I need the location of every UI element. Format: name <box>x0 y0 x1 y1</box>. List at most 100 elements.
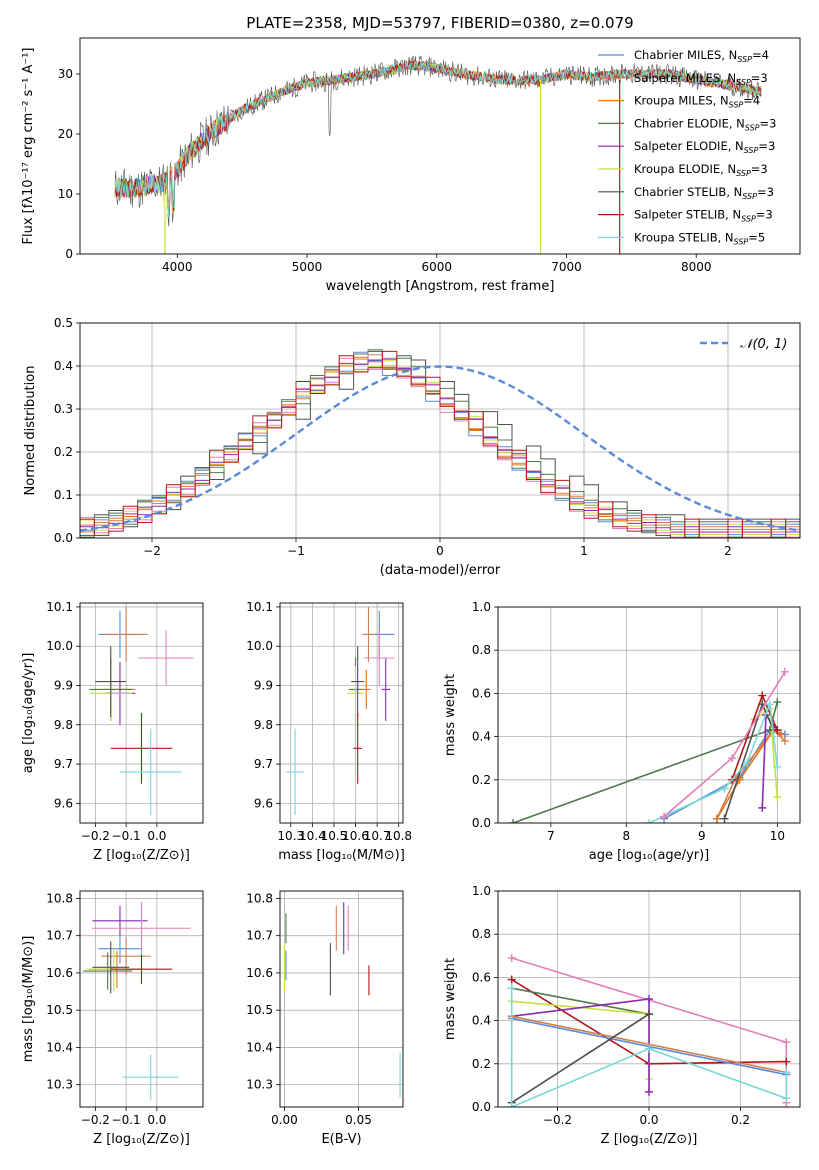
plot-area <box>89 606 194 816</box>
weight-point <box>773 726 782 735</box>
plot-area <box>286 606 395 816</box>
weight-point <box>780 736 789 745</box>
residual-histogram <box>80 360 800 536</box>
y-tick-label: 0.6 <box>472 970 491 984</box>
x-tick-label: −1 <box>287 544 305 558</box>
weight-point <box>507 975 516 984</box>
y-tick-label: 10.5 <box>246 1003 273 1017</box>
axes-frame <box>279 890 404 1108</box>
y-tick-label: 10.1 <box>46 600 73 614</box>
x-tick-label: 0.0 <box>147 829 166 843</box>
y-tick-label: 0.0 <box>54 531 73 545</box>
y-tick-label: 0.5 <box>54 316 73 330</box>
y-tick-label: 0.4 <box>54 359 73 373</box>
legend-entry: 𝒩(0, 1) <box>740 337 787 352</box>
weight-point <box>765 700 774 709</box>
spectrum-line <box>114 61 762 217</box>
axes-frame <box>279 602 404 824</box>
legend-entry: Kroupa ELODIE, NSSP=3 <box>634 162 768 178</box>
y-tick-label: 10.0 <box>246 639 273 653</box>
x-tick-label: 10.8 <box>385 829 412 843</box>
residual-histogram <box>80 354 800 533</box>
x-tick-label: 0.00 <box>271 1113 298 1127</box>
legend-entry: Chabrier MILES, NSSP=4 <box>634 48 769 64</box>
x-tick-label: 0.0 <box>639 1113 658 1127</box>
x-tick-label: 9 <box>698 829 706 843</box>
weight-vs-metallicity-panel: −0.2 0.0 0.2 0.0 0.2 0.4 0.6 0.8 1.0 Z [log₁₀(Z/Z… <box>443 884 801 1147</box>
legend-entry: Kroupa STELIB, NSSP=5 <box>634 230 765 246</box>
weight-point <box>507 953 516 962</box>
weight-point <box>507 1103 516 1107</box>
legend-entry: Kroupa MILES, NSSP=4 <box>634 94 760 110</box>
y-tick-label: 0.3 <box>54 402 73 416</box>
weight-point <box>773 762 782 771</box>
plot-area <box>507 953 791 1107</box>
x-tick-label: 0.0 <box>147 1113 166 1127</box>
axes-frame <box>79 890 204 1108</box>
legend-entry: Salpeter MILES, NSSP=3 <box>634 71 768 87</box>
weight-vs-age-panel: 7 8 9 10 0.0 0.2 0.4 0.6 0.8 1.0 age [log₁₀(age/yr… <box>443 600 801 863</box>
y-tick-label: 10.8 <box>246 891 273 905</box>
x-tick-label: −0.1 <box>112 829 141 843</box>
weight-point <box>758 691 767 700</box>
x-axis-label: age [log₁₀(age/yr)] <box>589 848 710 863</box>
mass-vs-ebv-panel: 0.00 0.05 10.3 10.4 10.5 10.6 10.7 10.8 E(B-V) <box>246 890 404 1147</box>
age-vs-mass-panel: 10.310.410.510.610.710.8 9.6 9.7 9.8 9.9 10.0… <box>246 600 412 863</box>
x-tick-label: 6000 <box>421 260 452 274</box>
weight-point <box>645 1010 653 1019</box>
weight-line <box>511 1015 787 1074</box>
y-tick-label: 0.2 <box>54 445 73 459</box>
x-axis-label: wavelength [Angstrom, rest frame] <box>326 279 555 294</box>
x-axis-label: Z [log₁₀(Z/Z⊙)] <box>93 1132 190 1147</box>
residual-histogram <box>80 358 800 533</box>
y-tick-label: 9.7 <box>254 757 273 771</box>
x-tick-label: −0.1 <box>112 1113 141 1127</box>
weight-point <box>782 1057 791 1066</box>
y-tick-label: 0.4 <box>472 730 491 744</box>
weight-point <box>758 803 767 812</box>
weight-point <box>509 819 518 823</box>
y-tick-label: 1.0 <box>472 884 491 898</box>
weight-point <box>645 995 653 1003</box>
residual-histogram <box>80 349 800 538</box>
x-tick-label: 8000 <box>681 260 712 274</box>
weight-point <box>782 1068 791 1077</box>
plot-area <box>83 902 191 1100</box>
x-tick-label: 0.05 <box>345 1113 372 1127</box>
x-tick-label: 7 <box>547 829 555 843</box>
plot-area <box>114 54 762 254</box>
y-tick-label: 30 <box>58 67 73 81</box>
y-tick-label: 10.7 <box>246 929 273 943</box>
x-tick-label: 4000 <box>162 260 193 274</box>
weight-point <box>645 819 653 823</box>
axes-frame <box>79 602 204 824</box>
x-axis-label: Z [log₁₀(Z/Z⊙)] <box>601 1132 698 1147</box>
weight-point <box>660 812 669 821</box>
axes-frame <box>497 606 801 824</box>
spectrum-panel: 4000 5000 6000 7000 8000 0 10 20 30 wavelength [A… <box>21 37 801 294</box>
axes-frame <box>497 890 801 1108</box>
y-axis-label: Normed distribution <box>23 366 38 496</box>
legend-entry: Salpeter STELIB, NSSP=3 <box>634 208 773 224</box>
age-vs-metallicity-panel: −0.2 −0.1 0.0 9.6 9.7 9.8 9.9 10.0 10.1 Z [log₁₀(… <box>21 600 204 863</box>
weight-point <box>780 667 789 676</box>
y-tick-label: 9.7 <box>54 757 73 771</box>
y-tick-label: 0.0 <box>472 816 491 830</box>
x-tick-label: 10.5 <box>321 829 348 843</box>
mass-vs-metallicity-panel: −0.2 −0.1 0.0 10.3 10.4 10.5 10.6 10.7 10.8 Z [lo… <box>21 890 204 1147</box>
weight-point <box>712 814 721 823</box>
x-axis-label: mass [log₁₀(M/M⊙)] <box>278 848 405 863</box>
weight-point <box>507 984 516 993</box>
y-tick-label: 10.6 <box>46 966 73 980</box>
weight-point <box>645 1044 653 1053</box>
y-axis-label: age [log₁₀(age/yr)] <box>21 653 36 774</box>
plot-area <box>283 902 401 1098</box>
weight-point <box>782 1094 791 1103</box>
y-axis-label: mass weight <box>443 674 458 756</box>
x-tick-label: −2 <box>143 544 161 558</box>
spectrum-line <box>114 61 762 254</box>
y-tick-label: 10.0 <box>46 639 73 653</box>
y-tick-label: 0.1 <box>54 488 73 502</box>
y-tick-label: 9.9 <box>54 679 73 693</box>
y-tick-label: 10.6 <box>246 966 273 980</box>
